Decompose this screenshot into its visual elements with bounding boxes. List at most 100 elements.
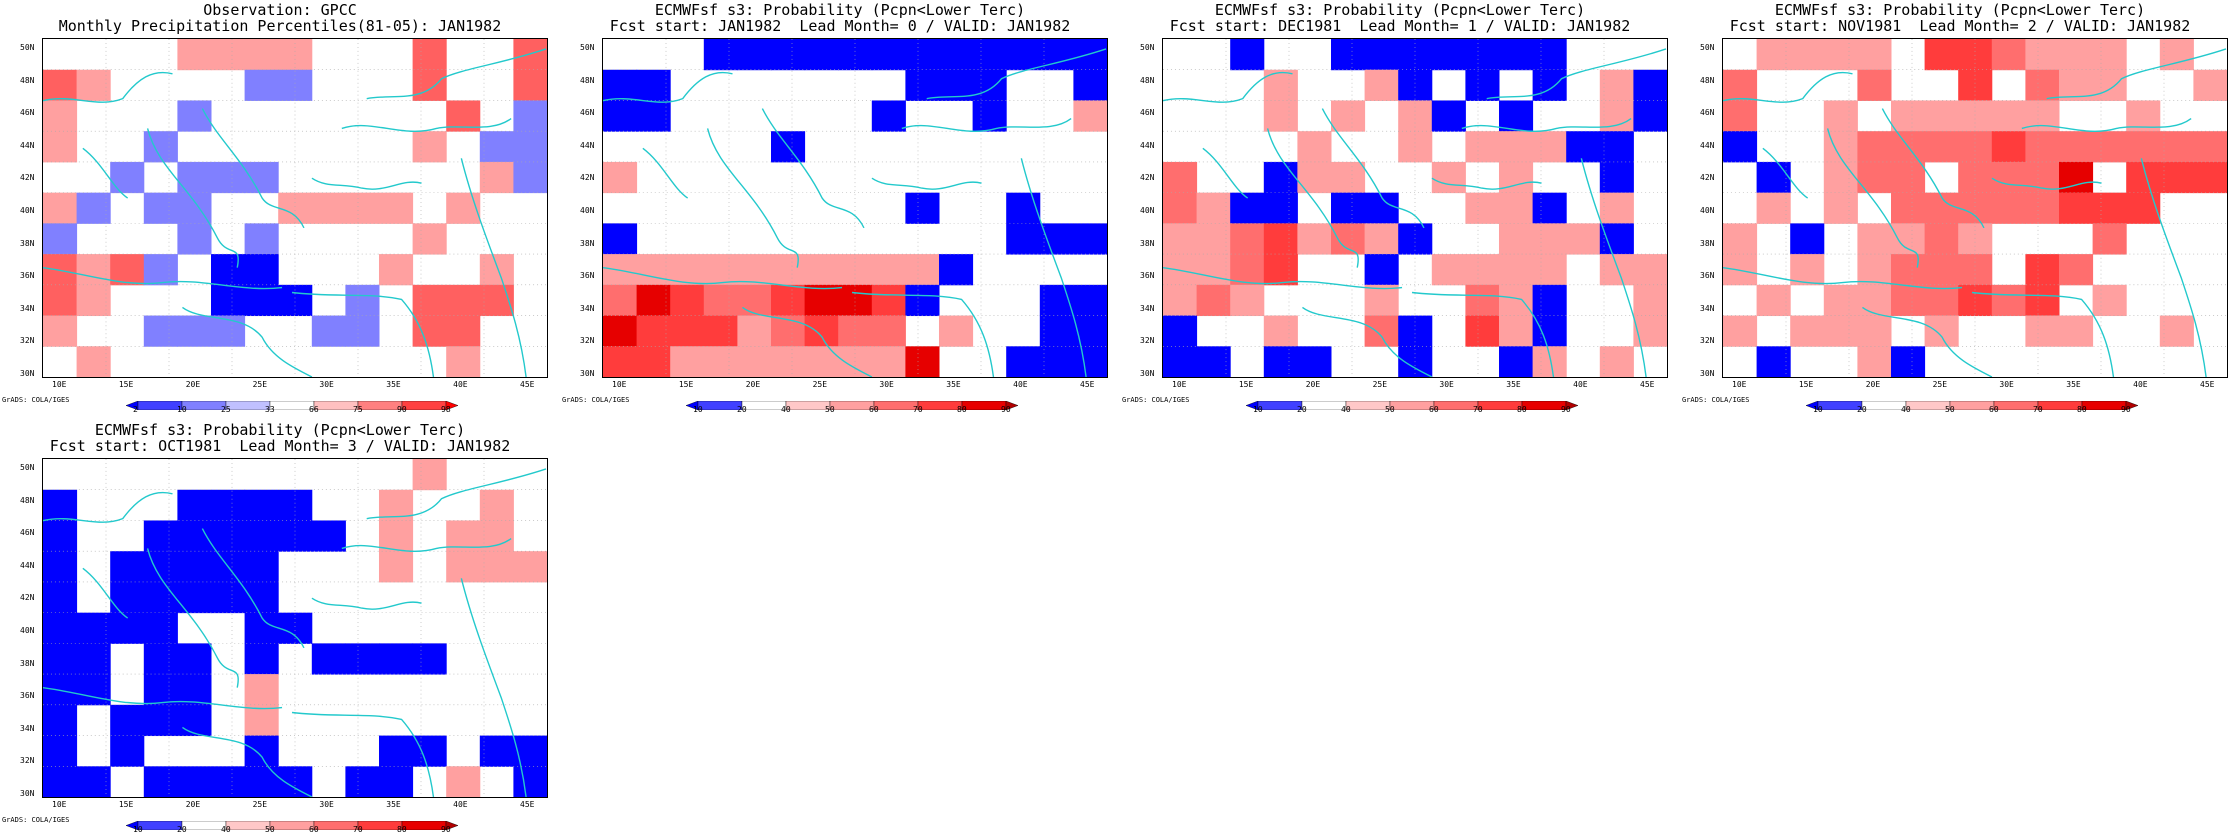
- grid-cell: [177, 704, 212, 737]
- grid-cell: [2058, 131, 2094, 163]
- grid-cell: [1163, 192, 1198, 224]
- grid-cell: [1498, 100, 1534, 132]
- grid-cell: [905, 346, 940, 377]
- lat-tick-label: 38N: [580, 238, 595, 248]
- grid-cell: [1230, 284, 1265, 317]
- colorbar-swatch: [1433, 400, 1479, 411]
- grid-cell: [2058, 39, 2094, 71]
- grid-cell: [378, 192, 414, 224]
- grid-cell: [110, 581, 145, 614]
- colorbar-tick-label: 2: [133, 405, 138, 414]
- colorbar-swatch: [917, 400, 963, 411]
- grid-cell: [1263, 161, 1298, 194]
- grid-cell: [244, 551, 279, 583]
- grid-cells: [1163, 39, 1667, 377]
- colorbar-swatch: [1345, 400, 1391, 411]
- colorbar-svg: [1805, 400, 2139, 411]
- grid-cell: [278, 489, 313, 521]
- coastline: [146, 128, 239, 268]
- colorbar: [125, 815, 459, 831]
- grid-cell: [278, 520, 313, 552]
- grid-cell: [1431, 39, 1466, 71]
- grid-cell: [76, 346, 111, 377]
- grid-cell: [737, 284, 772, 317]
- grid-cell: [278, 192, 313, 224]
- grid-cell: [972, 100, 1007, 132]
- colorbar-tick-label: 50: [1385, 405, 1395, 414]
- grid-cell: [1924, 315, 1959, 347]
- coastline: [341, 117, 512, 132]
- lat-tick-label: 40N: [580, 206, 595, 215]
- grid-cell: [905, 284, 940, 317]
- coastline: [1723, 71, 1853, 103]
- lat-tick-label: 30N: [1700, 369, 1715, 378]
- lon-tick-label: 25E: [812, 380, 828, 389]
- grid-cell: [1891, 254, 1926, 286]
- grid-cell: [311, 315, 346, 347]
- lat-tick-label: 32N: [580, 336, 595, 346]
- grid-cell: [1991, 100, 2026, 132]
- lat-tick-label: 38N: [1700, 238, 1715, 248]
- grid-cell: [1823, 315, 1858, 347]
- coastline: [706, 128, 799, 268]
- colorbar-tick-label: 80: [957, 405, 967, 414]
- grid-cell: [278, 69, 313, 101]
- coastline: [1826, 128, 1919, 268]
- grid-cell: [177, 551, 212, 583]
- grid-cell: [1431, 254, 1466, 286]
- panel-title: Observation: GPCC: [203, 1, 357, 19]
- grid-cell: [43, 704, 78, 737]
- grid-cell: [1073, 223, 1107, 255]
- lon-tick-label: 45E: [1080, 380, 1095, 389]
- lat-tick-label: 42N: [20, 173, 35, 183]
- colorbar-tick-label: 60: [1429, 405, 1439, 414]
- grid-cell: [143, 766, 178, 797]
- colorbar-tick-label: 60: [1989, 405, 1999, 414]
- grid-cell: [703, 39, 738, 71]
- grid-cell: [43, 489, 78, 521]
- colorbar-tick-label: 70: [913, 405, 923, 414]
- lon-tick-label: 15E: [1238, 380, 1254, 389]
- grid-cell: [43, 581, 78, 614]
- grid-cell: [76, 674, 111, 706]
- colorbar-swatch: [181, 820, 227, 831]
- colorbar-tick-label: 20: [177, 825, 187, 834]
- grid-cell: [2193, 161, 2227, 194]
- grid-cell: [1756, 39, 1791, 71]
- lat-tick-label: 50N: [1700, 43, 1715, 52]
- colorbar-swatch: [313, 400, 359, 411]
- grid-cell: [479, 131, 514, 163]
- grid-cell: [938, 39, 974, 71]
- grid-cell: [1364, 223, 1399, 255]
- grid-cell: [110, 551, 145, 583]
- colorbar-swatch: [1389, 400, 1435, 411]
- grid-cell: [76, 612, 111, 644]
- grid-cell: [43, 520, 78, 552]
- grid-cell: [446, 284, 481, 317]
- lat-tick-label: 42N: [1700, 173, 1715, 183]
- colorbar-swatch: [1005, 400, 1019, 411]
- grid-cell: [2058, 315, 2094, 347]
- grid-cell: [1465, 131, 1500, 163]
- grid-cell: [2025, 69, 2060, 101]
- grid-cell: [905, 39, 940, 71]
- grid-cell: [1823, 161, 1858, 194]
- colorbar-swatch: [181, 400, 227, 411]
- grid-cell: [972, 39, 1007, 71]
- grid-cell: [636, 284, 671, 317]
- grid-cell: [1465, 39, 1500, 71]
- lat-tick-label: 44N: [1700, 140, 1715, 150]
- grid-cell: [1073, 69, 1107, 101]
- grid-cell: [1891, 346, 1926, 377]
- colorbar-swatch: [401, 400, 447, 411]
- lat-tick-label: 44N: [1140, 140, 1155, 150]
- grid-cell: [446, 346, 481, 377]
- grid-cell: [177, 223, 212, 255]
- coastline: [182, 726, 313, 797]
- grid-cell: [1958, 69, 1993, 101]
- lat-tick-label: 30N: [580, 369, 595, 378]
- colorbar-tick-label: 75: [353, 405, 363, 414]
- map-panel: ECMWFsf s3: Probability (Pcpn<Lower Terc…: [1680, 0, 2240, 420]
- lat-tick-label: 34N: [20, 303, 35, 313]
- lat-tick-label: 48N: [1140, 75, 1155, 85]
